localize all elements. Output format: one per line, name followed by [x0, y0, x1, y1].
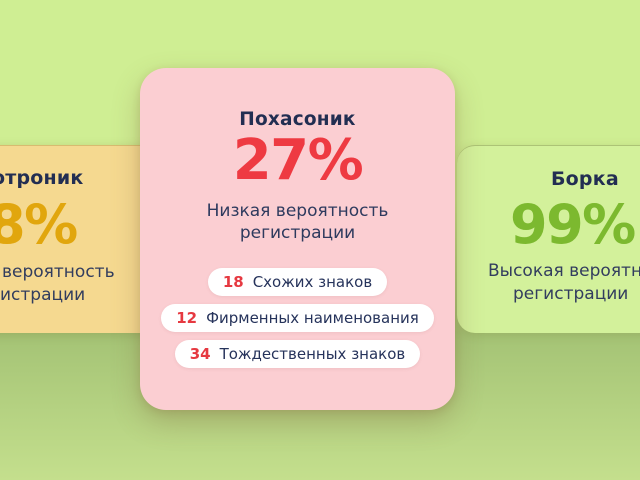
center-card-title: Похасоник: [239, 109, 356, 130]
stat-pill-similar-marks: 18 Схожих знаков: [207, 268, 388, 296]
stat-pill-list: 18 Схожих знаков 12 Фирменных наименован…: [161, 268, 434, 368]
stat-label: Тождественных знаков: [219, 345, 406, 363]
stat-count: 12: [176, 309, 198, 327]
center-card-percent: 27%: [232, 128, 364, 193]
right-card-description-line2: регистрации: [513, 284, 629, 304]
left-card-percent: 8%: [0, 193, 78, 256]
right-card-title: Борка: [551, 168, 619, 190]
stat-label: Фирменных наименования: [206, 309, 419, 327]
center-card-description: Низкая вероятность регистрации: [207, 200, 389, 244]
left-card-title: отроник: [0, 167, 84, 189]
stat-pill-company-names: 12 Фирменных наименования: [161, 304, 434, 332]
left-card-description-line1: вероятность: [2, 262, 115, 282]
left-card-description-line2: истрации: [0, 285, 86, 305]
center-card-description-line1: Низкая вероятность: [206, 201, 389, 221]
stat-count: 18: [222, 273, 244, 291]
stat-count: 34: [189, 345, 211, 363]
card-center-trademark[interactable]: Похасоник 27% Низкая вероятность регистр…: [140, 68, 455, 410]
card-right-trademark[interactable]: Борка 99% Высокая вероятно регистрации: [457, 145, 640, 333]
right-card-percent: 99%: [510, 193, 636, 256]
right-card-description-line1: Высокая вероятно: [488, 261, 640, 281]
stat-pill-identical-marks: 34 Тождественных знаков: [174, 340, 421, 368]
center-card-description-line2: регистрации: [239, 223, 356, 243]
stat-label: Схожих знаков: [252, 273, 373, 291]
